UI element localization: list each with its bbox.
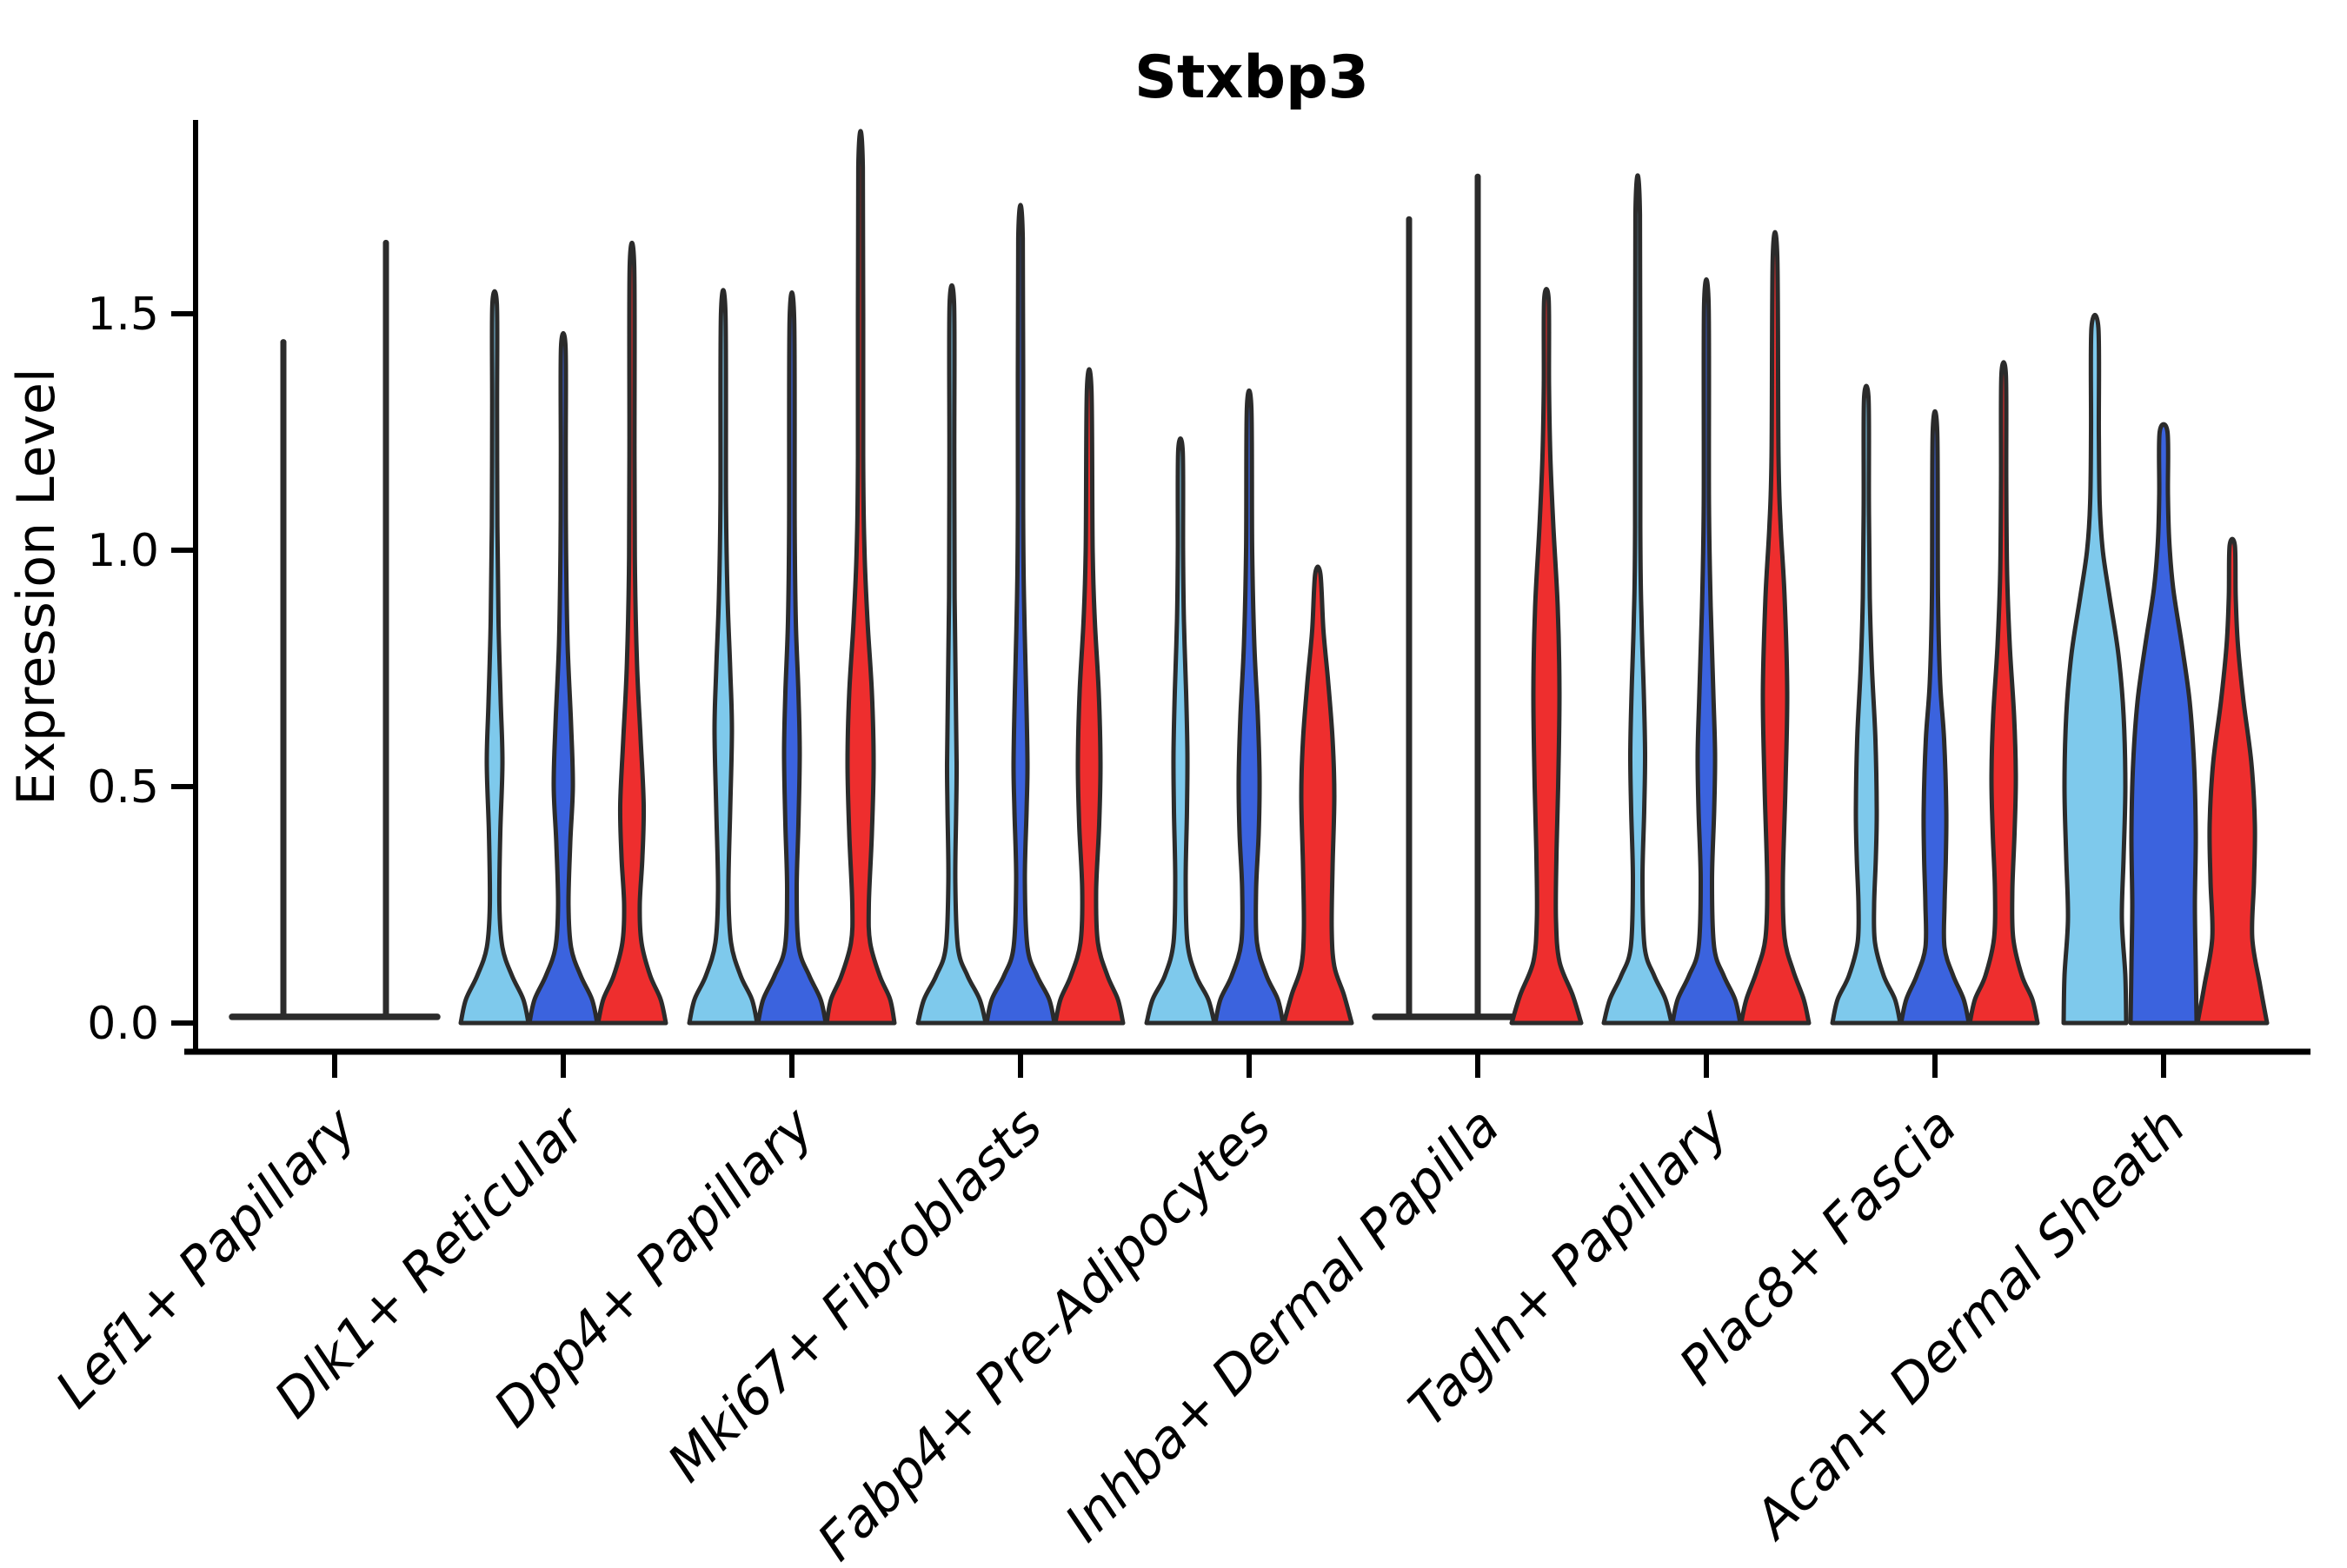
violin-body xyxy=(824,129,897,1026)
violin-body xyxy=(1670,277,1743,1026)
violin-body xyxy=(1053,367,1126,1026)
violin-body xyxy=(1509,286,1584,1026)
y-axis-label: Expression Level xyxy=(6,368,67,805)
y-tick-label: 0.5 xyxy=(87,761,159,814)
violin-body xyxy=(984,203,1057,1026)
y-tick-label: 1.5 xyxy=(87,289,159,341)
violin-body xyxy=(1830,383,1903,1026)
chart-title: Stxbp3 xyxy=(1134,43,1369,112)
violin-body xyxy=(2195,536,2270,1026)
violin-body xyxy=(755,289,828,1026)
y-tick-label: 1.0 xyxy=(87,525,159,577)
x-tick-label: Mki67+ Fibroblasts xyxy=(656,1096,1054,1494)
violin-body xyxy=(1967,360,2040,1026)
x-tick-label: Inhba+ Dermal Papilla xyxy=(1054,1096,1511,1553)
violin-body xyxy=(1739,229,1812,1026)
x-tick-label: Fabp4+ Pre-Adipocytes xyxy=(806,1096,1282,1565)
violin-body xyxy=(1213,388,1286,1026)
violin-body xyxy=(1144,435,1217,1026)
violin-body xyxy=(915,282,988,1026)
violin-body xyxy=(687,288,760,1026)
violin-body xyxy=(595,241,668,1026)
violin-body xyxy=(1281,564,1354,1026)
violin-body xyxy=(458,289,531,1026)
x-tick-label: Acan+ Dermal Sheath xyxy=(1741,1096,2197,1552)
violin-body xyxy=(2128,422,2199,1026)
violin-body xyxy=(1898,409,1971,1026)
violins-layer xyxy=(229,129,2270,1026)
violin-body xyxy=(527,330,600,1026)
violin-body xyxy=(2061,312,2129,1026)
y-tick-label: 0.0 xyxy=(87,998,159,1050)
violin-body xyxy=(1601,173,1674,1026)
